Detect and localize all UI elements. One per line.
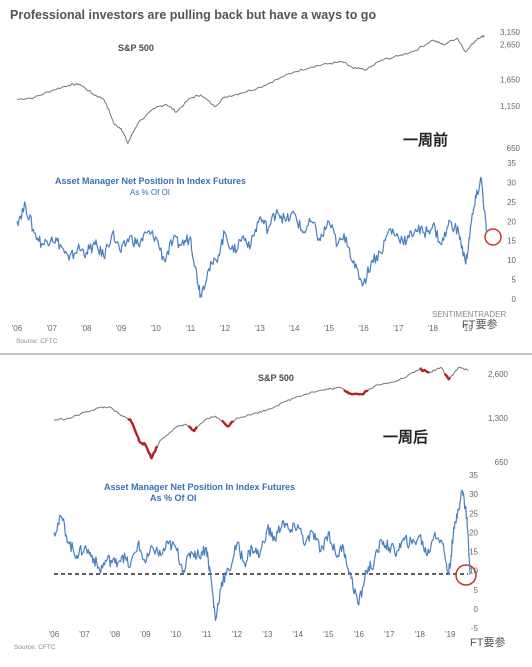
ft-watermark-top: FT要参: [462, 317, 497, 331]
y-tick-label: 30: [469, 490, 478, 499]
y-tick-label: 35: [507, 159, 516, 168]
y-tick-label: 650: [495, 458, 509, 467]
highlight-segment-3: [343, 389, 369, 396]
y-tick-label: 650: [507, 144, 521, 153]
series-line-panel-0: [16, 35, 485, 145]
x-tick-label: '13: [262, 630, 273, 639]
y-tick-label: 10: [507, 256, 516, 265]
y-tick-label: 2,600: [488, 370, 509, 379]
series-line-panel-3: [53, 489, 471, 621]
x-tick-label: '12: [232, 630, 243, 639]
x-tick-label: '06: [49, 630, 60, 639]
y-tick-label: 30: [507, 178, 516, 187]
bottom-latest-circle: [455, 564, 477, 586]
y-tick-label: 15: [507, 237, 516, 246]
x-tick-label: '15: [323, 630, 334, 639]
x-tick-label: '09: [116, 324, 127, 333]
x-tick-label: '08: [110, 630, 121, 639]
highlight-segment-0: [127, 418, 159, 460]
headline: Professional investors are pulling back …: [10, 8, 377, 22]
x-tick-label: '18: [414, 630, 425, 639]
bottom-spx-title: S&P 500: [258, 373, 294, 383]
x-tick-label: '07: [79, 630, 90, 639]
y-tick-label: 25: [469, 509, 478, 518]
x-tick-label: '16: [358, 324, 369, 333]
x-tick-label: '13: [254, 324, 265, 333]
y-tick-label: -5: [471, 624, 479, 633]
top-latest-circle: [484, 228, 502, 246]
x-tick-label: '19: [462, 324, 473, 333]
y-tick-label: 15: [469, 548, 478, 557]
top-aum-title: Asset Manager Net Position In Index Futu…: [55, 176, 246, 186]
y-tick-label: 1,300: [488, 414, 509, 423]
x-tick-label: '07: [46, 324, 57, 333]
x-tick-label: '11: [185, 324, 195, 333]
y-tick-label: 20: [469, 528, 478, 537]
annotation-one-week-after: 一周后: [383, 429, 428, 446]
x-tick-label: '10: [150, 324, 161, 333]
y-tick-label: 0: [512, 295, 517, 304]
top-spx-title: S&P 500: [118, 43, 154, 53]
bottom-aum-subtitle: As % Of OI: [150, 493, 197, 503]
x-tick-label: '12: [220, 324, 231, 333]
sentimentrader-watermark: SENTIMENTRADER: [432, 310, 506, 319]
top-aum-subtitle: As % Of OI: [130, 188, 170, 197]
bottom-aum-title: Asset Manager Net Position In Index Futu…: [104, 482, 295, 492]
x-tick-label: '10: [171, 630, 182, 639]
top-source: Source: CFTC: [16, 338, 58, 345]
x-tick-label: '08: [81, 324, 92, 333]
y-tick-label: 1,150: [500, 102, 521, 111]
y-tick-label: 2,650: [500, 41, 521, 50]
bottom-source: Source: CFTC: [14, 644, 56, 651]
highlight-segment-4: [419, 367, 430, 374]
series-line-panel-1: [16, 176, 488, 299]
x-tick-label: '17: [393, 324, 404, 333]
y-tick-label: 25: [507, 198, 516, 207]
x-tick-label: '09: [140, 630, 151, 639]
x-tick-label: '11: [201, 630, 211, 639]
x-tick-label: '06: [12, 324, 23, 333]
y-tick-label: 10: [469, 567, 478, 576]
highlight-segment-1: [188, 425, 199, 433]
x-tick-label: '14: [293, 630, 304, 639]
x-tick-label: '14: [289, 324, 300, 333]
x-tick-label: '17: [384, 630, 395, 639]
y-tick-label: 0: [474, 605, 479, 614]
y-tick-label: 5: [512, 276, 517, 285]
y-tick-label: 20: [507, 217, 516, 226]
annotation-one-week-before: 一周前: [403, 131, 448, 149]
x-tick-label: '16: [354, 630, 365, 639]
y-tick-label: 5: [474, 586, 479, 595]
highlight-segment-5: [443, 372, 451, 381]
x-tick-label: '19: [445, 630, 456, 639]
y-tick-label: 3,150: [500, 28, 521, 37]
ft-watermark-bottom: FT要参: [470, 635, 505, 649]
x-tick-label: '15: [324, 324, 335, 333]
highlight-segment-2: [221, 419, 234, 428]
y-tick-label: 35: [469, 471, 478, 480]
x-tick-label: '18: [428, 324, 439, 333]
y-tick-label: 1,650: [500, 76, 521, 85]
